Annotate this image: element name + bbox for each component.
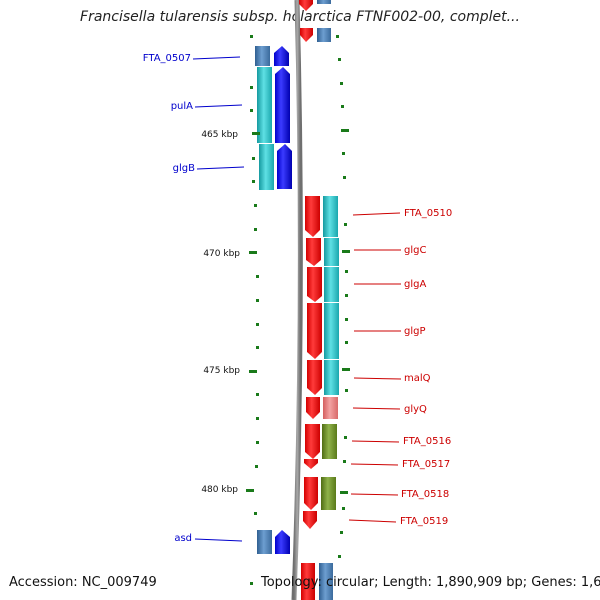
gene-label-FTA_0519: FTA_0519 xyxy=(400,516,448,527)
cog-reverse-glgP xyxy=(324,303,339,359)
cds-reverse-glgC xyxy=(306,238,321,266)
gene-label-glyQ: glyQ xyxy=(404,404,427,415)
cog-reverse-FTA_0510 xyxy=(323,196,338,237)
scale-label-465: 465 kbp xyxy=(201,130,238,140)
gene-label-malQ: malQ xyxy=(404,373,431,384)
gene-label-FTA_0516: FTA_0516 xyxy=(403,436,451,447)
cds-reverse-FTA_0510 xyxy=(305,196,320,237)
cog-forward-FTA_0507 xyxy=(255,46,270,66)
cds-reverse-FTA_0516 xyxy=(305,424,320,459)
gene-label-asd: asd xyxy=(174,533,192,544)
gene-label-FTA_0518: FTA_0518 xyxy=(401,489,449,500)
genome-summary: Topology: circular; Length: 1,890,909 bp… xyxy=(261,575,600,590)
cog-steel-partial-top-2 xyxy=(317,0,331,4)
gene-label-pulA: pulA xyxy=(171,101,193,112)
cds-reverse-FTA_0519 xyxy=(303,511,317,529)
ticks-major xyxy=(246,129,350,494)
cds-reverse-partial-top-2 xyxy=(300,28,313,42)
cog-forward-asd xyxy=(257,530,272,554)
cog-reverse-FTA_0516 xyxy=(322,424,337,459)
accession-label: Accession: NC_009749 xyxy=(9,575,157,590)
scale-label-470: 470 kbp xyxy=(203,249,240,259)
cds-reverse-malQ xyxy=(307,360,322,395)
cog-reverse-glyQ xyxy=(323,397,338,419)
genome-backbone xyxy=(291,0,303,600)
cds-reverse-glyQ xyxy=(306,397,320,419)
gene-label-FTA_0510: FTA_0510 xyxy=(404,208,452,219)
cds-reverse-partial-bottom xyxy=(301,563,315,600)
cds-reverse-glgP xyxy=(307,303,322,359)
gene-label-FTA_0507: FTA_0507 xyxy=(143,53,191,64)
cog-reverse-malQ xyxy=(324,360,339,395)
scale-label-475: 475 kbp xyxy=(203,366,240,376)
scale-label-480: 480 kbp xyxy=(201,485,238,495)
gene-label-glgC: glgC xyxy=(404,245,426,256)
cog-reverse-FTA_0518 xyxy=(321,477,336,510)
cog-reverse-glgC xyxy=(324,238,339,266)
gene-label-glgP: glgP xyxy=(404,326,426,337)
ticks-left xyxy=(250,35,259,585)
cds-forward-glgB xyxy=(277,144,292,189)
map-title: Francisella tularensis subsp. holarctica… xyxy=(80,9,520,25)
gene-label-glgB: glgB xyxy=(173,163,195,174)
cds-forward-asd xyxy=(275,530,290,554)
cog-steel-partial-top xyxy=(317,28,331,42)
cog-reverse-glgA xyxy=(324,267,339,302)
cog-forward-pulA xyxy=(257,67,272,143)
ticks-right xyxy=(336,35,348,558)
cog-forward-glgB xyxy=(259,144,274,190)
gene-label-FTA_0517: FTA_0517 xyxy=(402,459,450,470)
cds-reverse-glgA xyxy=(307,267,322,302)
cds-forward-FTA_0507 xyxy=(274,46,289,66)
cds-reverse-FTA_0517 xyxy=(304,459,318,469)
cds-forward-pulA xyxy=(275,67,290,143)
cds-reverse-FTA_0518 xyxy=(304,477,318,510)
gene-label-glgA: glgA xyxy=(404,279,426,290)
cog-steel-partial-bottom xyxy=(319,563,333,600)
cds-reverse-partial-top xyxy=(299,0,313,11)
